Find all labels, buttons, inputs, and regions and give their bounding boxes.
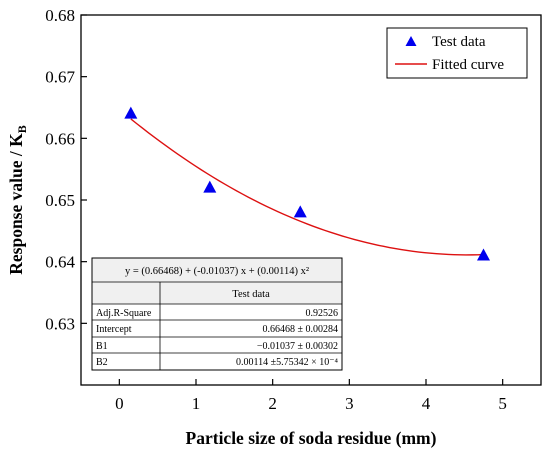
y-tick-label: 0.63: [45, 314, 75, 333]
fit-row-label-adj-r-square: Adj.R-Square: [96, 308, 152, 319]
x-tick-label: 5: [498, 394, 507, 413]
x-axis-label: Particle size of soda residue (mm): [186, 428, 437, 448]
y-tick-label: 0.64: [45, 253, 75, 272]
fit-row-value-b2: 0.00114 ±5.75342 × 10⁻⁴: [236, 357, 339, 368]
y-tick-label: 0.67: [45, 68, 75, 87]
fit-row-label-b2: B2: [96, 357, 108, 368]
x-tick-label: 0: [115, 394, 124, 413]
x-axis-ticks: 0 1 2 3 4 5: [115, 379, 507, 413]
fit-equation: y = (0.66468) + (-0.01037) x + (0.00114)…: [125, 266, 309, 277]
test-data-points: [124, 106, 490, 261]
fit-row-label-intercept: Intercept: [96, 324, 132, 335]
data-point: [124, 106, 138, 119]
y-axis-label-subscript: B: [15, 125, 29, 133]
fit-table-column-header: Test data: [232, 289, 270, 300]
fit-row-label-b1: B1: [96, 341, 108, 352]
fitted-curve-line: [130, 118, 484, 256]
x-tick-label: 4: [422, 394, 431, 413]
y-tick-label: 0.68: [45, 6, 75, 25]
fit-table-border: [91, 257, 343, 371]
fit-table-equation-band: [92, 258, 342, 282]
legend-box: [386, 27, 528, 79]
fit-row-value-b1: −0.01037 ± 0.00302: [257, 341, 338, 352]
x-tick-label: 2: [268, 394, 277, 413]
fit-table-header-band: [92, 282, 342, 304]
y-axis-ticks: 0.63 0.64 0.65 0.66 0.67 0.68: [45, 6, 87, 333]
y-axis-label-main: Response value / K: [6, 133, 26, 275]
fit-row-value-adj-r-square: 0.92526: [306, 308, 339, 319]
fit-row-value-intercept: 0.66468 ± 0.00284: [263, 324, 339, 335]
data-point: [477, 248, 490, 261]
data-point: [203, 180, 217, 193]
x-tick-label: 3: [345, 394, 354, 413]
legend-fitted-curve-label: Fitted curve: [432, 57, 504, 73]
y-tick-label: 0.65: [45, 191, 75, 210]
legend-test-data-label: Test data: [432, 34, 486, 50]
legend: Test data Fitted curve: [386, 27, 528, 79]
data-point: [293, 205, 307, 218]
legend-test-data-marker: [405, 36, 417, 46]
x-tick-label: 1: [192, 394, 201, 413]
fit-results-table: y = (0.66468) + (-0.01037) x + (0.00114)…: [91, 257, 343, 371]
y-tick-label: 0.66: [45, 129, 75, 148]
y-axis-label: Response value / KB: [6, 125, 29, 275]
